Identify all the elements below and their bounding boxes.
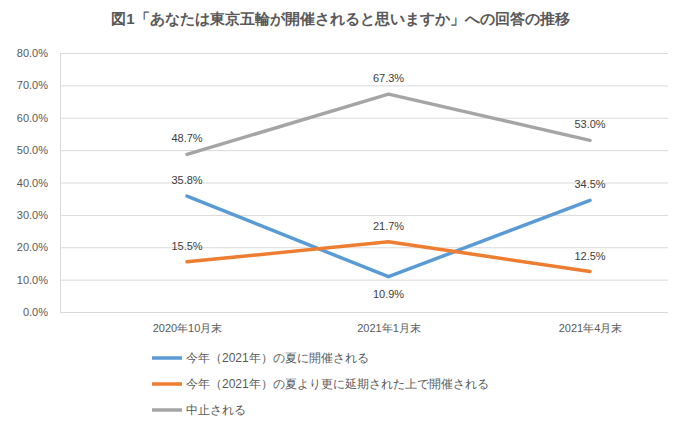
x-tick-label: 2021年4月末 <box>559 322 623 334</box>
data-label: 53.0% <box>574 118 605 130</box>
series-line <box>187 196 590 277</box>
grid-line <box>60 247 668 248</box>
y-tick-label: 50.0% <box>17 144 48 156</box>
legend-item: 今年（2021年）の夏より更に延期された上で開催される <box>152 377 489 391</box>
x-tick-label: 2021年1月末 <box>357 322 421 334</box>
y-tick: 50.0% <box>17 144 668 156</box>
data-label: 12.5% <box>574 250 605 262</box>
y-tick-label: 0.0% <box>23 306 48 318</box>
grid-line <box>60 53 668 54</box>
data-label: 48.7% <box>171 132 202 144</box>
y-tick-label: 30.0% <box>17 209 48 221</box>
data-label: 35.8% <box>171 174 202 186</box>
chart: 図1「あなたは東京五輪が開催されると思いますか」への回答の推移 0.0% 10.0%… <box>0 0 681 433</box>
y-tick: 40.0% <box>17 177 668 189</box>
y-tick-label: 10.0% <box>17 274 48 286</box>
data-labels: 35.8% 10.9% 34.5% 15.5% 21.7% 12.5% 48.7% 67.3%… <box>171 72 605 300</box>
grid-line <box>60 312 668 313</box>
x-tick: 2021年1月末 <box>357 322 421 334</box>
series-line <box>187 242 590 272</box>
y-tick: 0.0% <box>23 306 668 318</box>
y-tick-label: 70.0% <box>17 79 48 91</box>
x-axis: 2020年10月末 2021年1月末 2021年4月末 <box>153 322 623 334</box>
y-tick: 30.0% <box>17 209 668 221</box>
data-label: 67.3% <box>373 72 404 84</box>
plot-area <box>187 94 590 277</box>
legend-item: 今年（2021年）の夏に開催される <box>152 351 369 365</box>
y-tick: 10.0% <box>17 274 668 286</box>
legend-swatch <box>152 356 182 360</box>
y-tick-label: 60.0% <box>17 112 48 124</box>
data-label: 10.9% <box>373 288 404 300</box>
legend-label: 今年（2021年）の夏より更に延期された上で開催される <box>186 377 489 391</box>
legend-item: 中止される <box>152 403 246 417</box>
x-tick: 2021年4月末 <box>559 322 623 334</box>
y-tick: 70.0% <box>17 79 668 91</box>
legend: 今年（2021年）の夏に開催される今年（2021年）の夏より更に延期された上で開… <box>152 351 489 417</box>
y-tick: 80.0% <box>17 47 668 59</box>
legend-label: 今年（2021年）の夏に開催される <box>186 351 369 365</box>
data-label: 34.5% <box>574 178 605 190</box>
grid-line <box>60 85 668 86</box>
x-tick-label: 2020年10月末 <box>153 322 223 334</box>
legend-swatch <box>152 408 182 412</box>
y-tick-label: 40.0% <box>17 177 48 189</box>
y-tick-label: 80.0% <box>17 47 48 59</box>
legend-label: 中止される <box>186 403 246 417</box>
data-label: 21.7% <box>373 220 404 232</box>
title: 図1「あなたは東京五輪が開催されると思いますか」への回答の推移 <box>111 10 569 28</box>
grid-line <box>60 280 668 281</box>
y-axis: 0.0% 10.0% 20.0% 30.0% 40.0% 50.0% 60.0% 70.0% 8… <box>17 47 668 318</box>
grid-line <box>60 150 668 151</box>
series-line <box>187 94 590 154</box>
x-tick: 2020年10月末 <box>153 322 223 334</box>
legend-swatch <box>152 382 182 386</box>
y-tick-label: 20.0% <box>17 241 48 253</box>
data-label: 15.5% <box>171 240 202 252</box>
y-tick: 60.0% <box>17 112 668 124</box>
grid-line <box>60 215 668 216</box>
